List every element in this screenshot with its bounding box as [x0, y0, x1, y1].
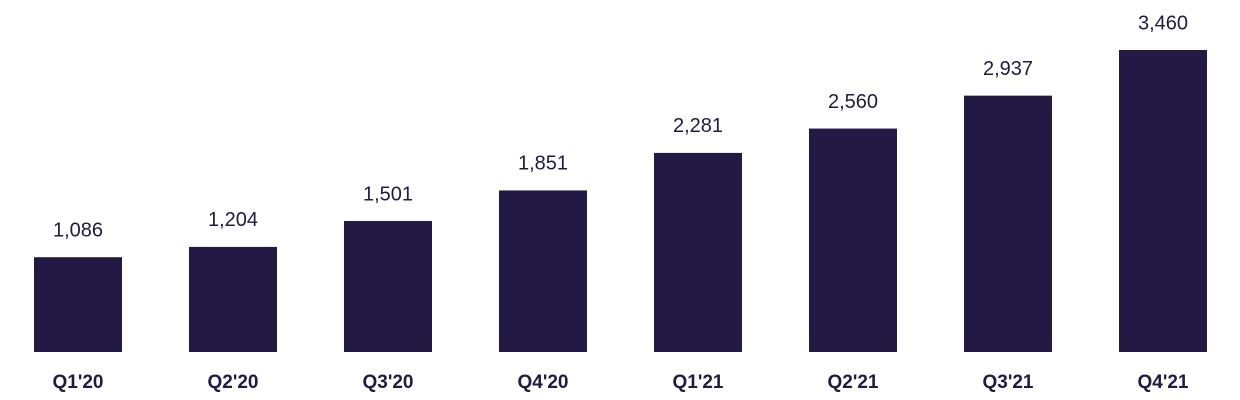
bar [34, 257, 122, 352]
value-label: 2,937 [983, 58, 1033, 80]
bar [964, 95, 1052, 352]
x-tick-label: Q1'21 [673, 372, 724, 393]
value-label: 3,460 [1138, 12, 1188, 34]
bar [1119, 50, 1207, 352]
value-label: 1,501 [363, 183, 413, 205]
value-label: 2,281 [673, 115, 723, 137]
value-label: 1,086 [53, 219, 103, 241]
value-label: 1,851 [518, 153, 568, 175]
x-tick-label: Q3'20 [363, 372, 414, 393]
value-label: 2,560 [828, 91, 878, 113]
bar [654, 152, 742, 352]
x-tick-label: Q4'21 [1138, 372, 1189, 393]
x-tick-label: Q4'20 [518, 372, 569, 393]
bar [809, 128, 897, 352]
bar [189, 246, 277, 352]
bar [344, 220, 432, 352]
value-label: 1,204 [208, 209, 258, 231]
x-tick-label: Q2'20 [208, 372, 259, 393]
x-tick-label: Q1'20 [53, 372, 104, 393]
x-tick-label: Q2'21 [828, 372, 879, 393]
x-tick-label: Q3'21 [983, 372, 1034, 393]
bar [499, 190, 587, 352]
